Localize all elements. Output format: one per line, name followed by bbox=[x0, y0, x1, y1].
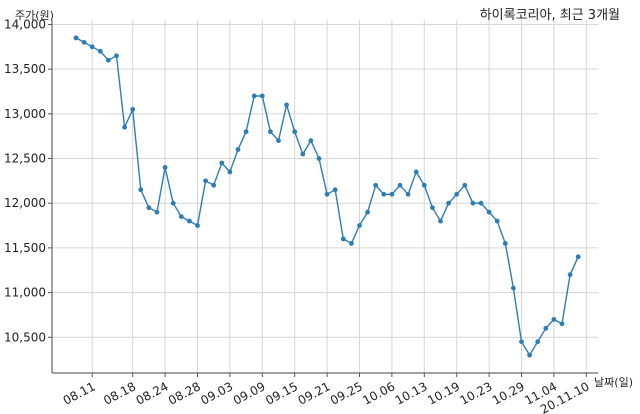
y-tick-label: 13,500 bbox=[4, 62, 46, 76]
data-point bbox=[511, 285, 516, 291]
data-point bbox=[259, 93, 265, 99]
data-point bbox=[162, 165, 168, 170]
data-point bbox=[357, 223, 362, 228]
y-axis-label: 주가(원) bbox=[15, 9, 54, 22]
data-point bbox=[332, 187, 338, 193]
y-tick-label: 11,000 bbox=[4, 286, 46, 300]
x-tick-label: 09.21 bbox=[296, 379, 333, 407]
y-tick-label: 11,500 bbox=[4, 241, 46, 255]
data-point bbox=[397, 182, 403, 188]
data-point bbox=[470, 200, 476, 206]
data-point bbox=[268, 129, 273, 135]
data-point bbox=[130, 106, 136, 112]
data-point bbox=[324, 191, 330, 197]
x-tick-label: 09.03 bbox=[198, 379, 235, 407]
data-point bbox=[89, 44, 95, 50]
x-tick-label: 08.28 bbox=[166, 379, 203, 407]
data-point bbox=[478, 200, 484, 206]
data-point bbox=[519, 339, 524, 345]
x-axis-label: 날짜(일) bbox=[594, 375, 633, 389]
x-tick-label: 09.25 bbox=[328, 379, 365, 407]
y-tick-label: 14,000 bbox=[4, 17, 46, 31]
data-point bbox=[195, 223, 200, 228]
data-point bbox=[430, 205, 435, 211]
data-point bbox=[292, 129, 298, 135]
data-point bbox=[438, 218, 443, 224]
axis-layer bbox=[51, 20, 598, 374]
data-point bbox=[462, 182, 468, 188]
data-point bbox=[349, 241, 354, 246]
data-point bbox=[219, 160, 225, 166]
y-tick-label: 12,500 bbox=[4, 152, 46, 166]
data-point bbox=[567, 272, 573, 278]
x-tick-labels: 08.11 08.1808.2408.2809.0309.0909.1509.21… bbox=[61, 373, 592, 414]
x-tick-label: 08.18 bbox=[101, 379, 138, 407]
data-point bbox=[203, 178, 209, 184]
data-point bbox=[114, 53, 119, 59]
data-point bbox=[154, 209, 160, 215]
data-point bbox=[211, 182, 217, 188]
data-point bbox=[106, 57, 111, 63]
data-point bbox=[97, 48, 103, 54]
x-tick-label: 09.15 bbox=[263, 379, 300, 407]
data-point bbox=[389, 191, 395, 197]
data-point bbox=[527, 352, 532, 358]
y-tick-label: 10,500 bbox=[4, 330, 46, 344]
data-point bbox=[251, 93, 257, 99]
data-point bbox=[316, 156, 322, 161]
data-point bbox=[227, 169, 233, 175]
data-point bbox=[486, 209, 492, 215]
data-point bbox=[340, 236, 346, 242]
data-point bbox=[575, 254, 581, 260]
data-point bbox=[535, 339, 541, 345]
chart-title: 하이록코리아, 최근 3개월 bbox=[480, 8, 620, 23]
data-point bbox=[170, 200, 176, 206]
data-point bbox=[365, 209, 370, 215]
y-tick-labels: 10,500 11,000 11,500 12,000 12,500 13,000 13,5… bbox=[4, 17, 52, 344]
data-point bbox=[421, 182, 427, 188]
data-point bbox=[243, 129, 249, 135]
data-point bbox=[146, 205, 152, 211]
data-point bbox=[413, 169, 419, 175]
data-point bbox=[276, 138, 281, 144]
data-point bbox=[81, 39, 87, 45]
data-point bbox=[446, 200, 451, 206]
data-point bbox=[405, 191, 411, 197]
data-point bbox=[381, 191, 387, 197]
x-tick-label: 10.19 bbox=[425, 379, 462, 407]
x-tick-label: 10.06 bbox=[360, 379, 397, 407]
y-tick-label: 13,000 bbox=[4, 107, 46, 121]
data-point bbox=[235, 147, 241, 152]
data-point bbox=[494, 218, 500, 224]
data-point bbox=[543, 325, 549, 331]
data-point bbox=[373, 182, 379, 188]
price-series bbox=[73, 35, 581, 358]
data-point bbox=[187, 218, 192, 224]
data-point bbox=[454, 191, 460, 197]
data-point bbox=[551, 316, 557, 322]
data-point bbox=[284, 102, 289, 108]
data-point bbox=[502, 241, 508, 246]
grid-layer bbox=[52, 20, 598, 373]
x-tick-label: 10.13 bbox=[393, 379, 430, 407]
x-tick-label: 10.23 bbox=[458, 379, 495, 407]
x-tick-label: 10.29 bbox=[490, 379, 527, 407]
data-point bbox=[300, 151, 306, 157]
x-tick-label: 08.11 bbox=[61, 379, 98, 407]
y-tick-label: 12,000 bbox=[4, 196, 46, 210]
data-point bbox=[559, 321, 565, 327]
data-point bbox=[308, 138, 314, 144]
data-point bbox=[122, 124, 127, 130]
x-tick-label: 09.09 bbox=[231, 379, 268, 407]
data-point bbox=[178, 214, 184, 220]
data-point bbox=[138, 187, 144, 193]
x-tick-label: 08.24 bbox=[134, 379, 171, 407]
data-point bbox=[73, 35, 79, 41]
